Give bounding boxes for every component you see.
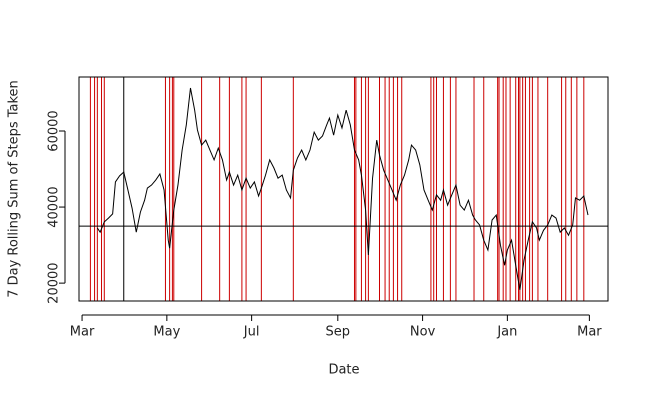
x-tick-label: May bbox=[153, 325, 180, 340]
y-tick-label: 60000 bbox=[47, 110, 62, 151]
y-axis-label: 7 Day Rolling Sum of Steps Taken bbox=[7, 80, 22, 298]
y-tick-label: 20000 bbox=[47, 262, 62, 303]
x-tick-label: Sep bbox=[326, 325, 351, 340]
plot-frame bbox=[78, 76, 609, 302]
data-line bbox=[96, 87, 589, 291]
x-axis-label: Date bbox=[328, 363, 359, 378]
x-tick-label: Jul bbox=[243, 325, 260, 340]
x-tick-label: Mar bbox=[70, 325, 95, 340]
y-tick-label: 40000 bbox=[47, 186, 62, 227]
x-tick-label: Mar bbox=[577, 325, 602, 340]
x-tick-label: Nov bbox=[410, 325, 436, 340]
x-tick-label: Jan bbox=[496, 325, 517, 340]
